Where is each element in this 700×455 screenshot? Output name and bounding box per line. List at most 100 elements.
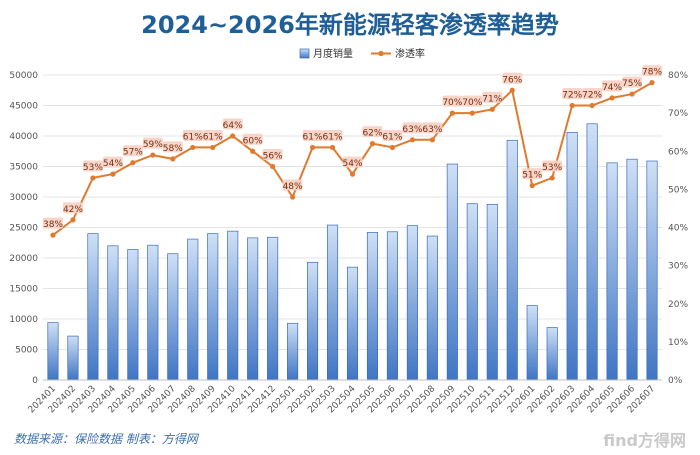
line-point [409,137,416,143]
right-tick-label: 0% [668,376,683,386]
line-point [589,102,595,109]
data-label-bg [182,129,203,141]
data-label: 75% [622,79,642,89]
data-label: 42% [63,205,83,215]
line-point [569,102,575,109]
bar-series [47,123,658,381]
bar [586,123,598,381]
data-label-bg [322,129,343,141]
data-label-bg [482,91,503,103]
line-point [369,141,376,147]
line-point [489,106,495,112]
right-tick-label: 30% [668,262,688,272]
left-y-axis: 0 5000 10000 15000 20000 25000 30000 35000 40000… [9,71,38,386]
data-label: 76% [502,75,522,85]
line-point [70,217,76,223]
bar [386,231,398,381]
bar [626,158,638,381]
line-point [449,110,455,116]
data-label: 70% [442,98,462,108]
data-label-bg [82,160,103,172]
data-label-bg [162,141,183,153]
bar [287,322,299,381]
line-point [210,144,216,151]
bar [147,244,159,381]
bar [67,335,79,381]
bar [466,203,478,381]
line-point [329,144,336,151]
data-label: 70% [462,98,482,108]
data-label: 78% [642,68,662,78]
line-point [389,144,396,151]
bar [446,163,458,381]
data-label: 61% [203,132,223,142]
data-label-bg [102,156,123,168]
line-point [609,95,615,101]
line-point [130,160,136,166]
data-label: 61% [183,132,203,142]
line-point [469,110,475,116]
bar [307,261,319,381]
watermark: find方得网 [603,431,686,450]
line-point [270,163,276,170]
line-point [90,175,96,181]
left-tick-label: 5000 [15,346,38,356]
data-label-bg [142,137,163,149]
bar [406,225,418,381]
data-label-bg [562,88,583,99]
line-point [309,144,316,151]
bar [127,249,139,381]
data-label: 63% [422,125,442,135]
bar [167,253,179,381]
data-label: 53% [83,163,103,173]
line-point [629,91,635,97]
data-label: 57% [123,148,143,158]
right-tick-label: 70% [668,109,688,119]
legend-line-marker [378,50,384,57]
bar [207,233,219,381]
bar [366,232,379,381]
data-label-bg [402,122,423,134]
data-label: 61% [323,132,343,142]
chart-title: 2024~2026年新能源轻客渗透率趋势 [141,11,559,39]
data-label-bg [222,118,243,130]
right-y-axis: 0% 10% 20% 30% 40% 50% 60% 70% 80% [668,71,688,386]
line-point [509,87,515,93]
left-tick-label: 50000 [9,71,38,81]
data-label: 51% [522,171,542,181]
line-point [649,80,655,86]
data-label: 64% [223,121,243,131]
data-label: 48% [283,182,303,192]
data-label: 54% [342,159,362,169]
data-label-bg [642,65,663,77]
left-tick-label: 35000 [9,163,38,173]
bar [426,235,438,381]
footer-source: 数据来源：保险数据 制表：方得网 [14,432,200,446]
legend-bar-swatch [299,48,310,59]
data-label-bg [262,149,283,160]
data-label: 56% [263,152,283,162]
line-point [170,156,176,162]
right-tick-label: 60% [668,147,688,157]
data-label: 62% [362,129,382,139]
left-tick-label: 45000 [9,102,38,112]
bar [227,230,239,381]
bar [87,233,99,381]
data-label: 53% [542,163,562,173]
right-tick-label: 20% [668,300,688,310]
data-label-bg [242,133,263,145]
line-point [110,171,116,177]
right-tick-label: 80% [668,71,688,81]
data-label: 38% [43,220,63,230]
line-point [150,152,156,158]
left-tick-label: 25000 [9,224,38,234]
data-label-bg [62,202,83,214]
data-label: 58% [163,144,183,154]
bar [107,245,119,381]
data-label-bg [542,160,563,172]
bar [486,203,498,381]
data-label-bg [282,179,303,191]
bar [47,322,59,381]
data-label: 63% [402,125,422,135]
